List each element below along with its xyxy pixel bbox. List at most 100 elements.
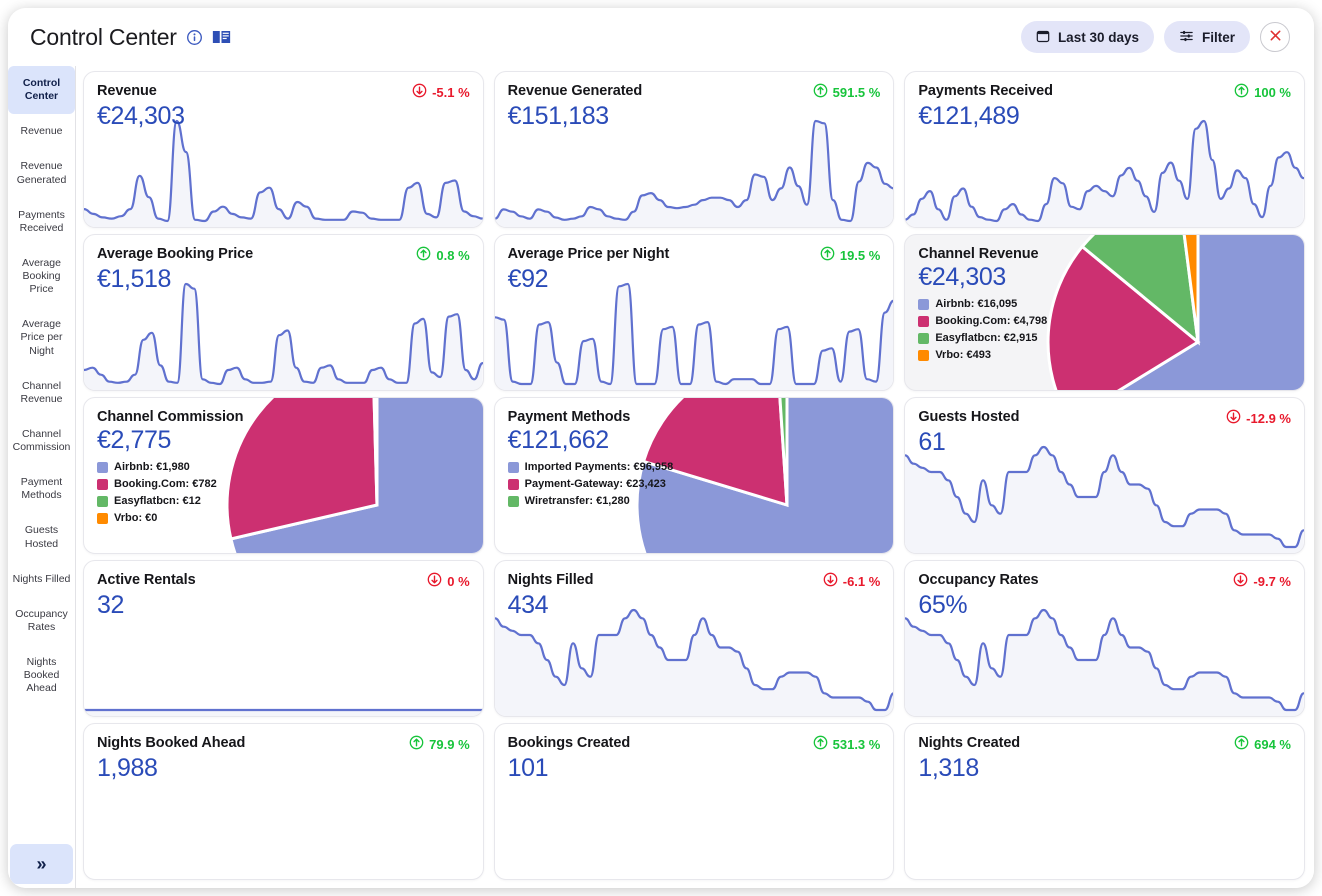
sidebar-item-nights-booked-ahead[interactable]: Nights Booked Ahead <box>8 645 75 706</box>
sidebar-item-guests-hosted[interactable]: Guests Hosted <box>8 513 75 561</box>
card-title: Revenue Generated <box>507 83 643 99</box>
metric-card-revenue-generated[interactable]: Revenue Generated 591.5 % €151,183 <box>493 71 895 228</box>
card-header: Guests Hosted -12.9 % <box>905 398 1304 427</box>
legend-swatch <box>918 299 930 310</box>
legend-label: Easyflatbcn: €12 <box>114 495 201 507</box>
metric-card-guests-hosted[interactable]: Guests Hosted -12.9 % 61 <box>904 397 1305 554</box>
legend-swatch <box>97 462 108 473</box>
sidebar-item-label: Average Booking Price <box>22 256 61 296</box>
card-header: Nights Filled -6.1 % <box>495 561 894 590</box>
metric-card-active-rentals[interactable]: Active Rentals 0 % 32 <box>83 560 484 717</box>
arrow-up-circle-icon <box>1234 735 1249 753</box>
arrow-down-circle-icon <box>427 572 442 590</box>
legend-item: Easyflatbcn: €12 <box>97 493 470 510</box>
sparkline-chart <box>905 441 1304 553</box>
info-circle-icon[interactable] <box>186 29 203 46</box>
card-value: €1,518 <box>97 265 172 293</box>
legend-item: Booking.Com: €782 <box>97 476 470 493</box>
metric-card-average-booking-price[interactable]: Average Booking Price 0.8 % €1,518 <box>83 234 484 391</box>
card-value: 434 <box>507 591 549 619</box>
sidebar-item-payment-methods[interactable]: Payment Methods <box>8 465 75 513</box>
delta-value: -12.9 % <box>1246 410 1291 426</box>
card-title: Nights Created <box>918 735 1021 751</box>
metric-card-payment-methods[interactable]: Payment Methods €121,662 Imported Payments… <box>493 397 895 554</box>
sidebar-item-label: Revenue <box>20 125 63 138</box>
legend-label: Booking.Com: €4,798 <box>935 315 1048 327</box>
metric-card-channel-revenue[interactable]: Channel Revenue €24,303 Airbnb: €16,095 Boo… <box>904 234 1305 391</box>
card-header: Average Booking Price 0.8 % <box>84 235 483 264</box>
card-title: Average Booking Price <box>97 246 254 262</box>
sidebar-item-revenue-generated[interactable]: Revenue Generated <box>8 149 75 197</box>
sidebar-item-average-price-per-night[interactable]: Average Price per Night <box>8 307 75 368</box>
card-header: Payments Received 100 % <box>905 72 1304 101</box>
legend-label: Payment-Gateway: €23,423 <box>524 478 666 490</box>
arrow-up-circle-icon <box>416 246 431 264</box>
filter-button[interactable]: Filter <box>1163 21 1250 53</box>
delta-badge: 0 % <box>427 572 470 590</box>
legend-item: Payment-Gateway: €23,423 <box>507 476 881 493</box>
sparkline-chart <box>84 278 483 390</box>
legend-item: Imported Payments: €96,958 <box>507 459 881 476</box>
sidebar-item-revenue[interactable]: Revenue <box>8 114 75 149</box>
sparkline-chart <box>494 278 894 390</box>
card-title: Active Rentals <box>97 572 196 588</box>
metric-card-bookings-created[interactable]: Bookings Created 531.3 % 101 <box>493 723 895 880</box>
sidebar-expand-button[interactable]: » <box>10 844 73 884</box>
delta-value: -9.7 % <box>1253 573 1291 589</box>
legend-swatch <box>97 513 108 524</box>
card-header: Revenue -5.1 % <box>84 72 483 101</box>
metric-card-channel-commission[interactable]: Channel Commission €2,775 Airbnb: €1,980 Bo… <box>83 397 484 554</box>
date-range-button[interactable]: Last 30 days <box>1020 21 1154 53</box>
card-title: Nights Filled <box>507 572 594 588</box>
sidebar-item-label: Revenue Generated <box>16 160 67 186</box>
card-value: 61 <box>918 428 946 456</box>
delta-badge: 19.5 % <box>820 246 880 264</box>
sidebar-item-payments-received[interactable]: Payments Received <box>8 198 75 246</box>
card-header: Revenue Generated 591.5 % <box>495 72 894 101</box>
sidebar-item-label: Average Price per Night <box>20 318 63 357</box>
card-header: Channel Commission <box>84 398 483 425</box>
legend-swatch <box>97 496 108 507</box>
card-value: €121,662 <box>507 426 609 454</box>
delta-badge: 591.5 % <box>813 83 881 101</box>
sparkline-chart <box>905 115 1304 227</box>
book-icon[interactable] <box>212 29 231 45</box>
sidebar-item-nights-filled[interactable]: Nights Filled <box>8 562 75 597</box>
card-value: 65% <box>918 591 968 619</box>
legend-label: Airbnb: €1,980 <box>114 461 190 473</box>
sidebar: Control Center Revenue Revenue Generated Pa… <box>8 66 76 888</box>
card-value: €121,489 <box>918 102 1020 130</box>
card-value: €151,183 <box>507 102 609 130</box>
card-title: Average Price per Night <box>507 246 670 262</box>
metric-card-nights-filled[interactable]: Nights Filled -6.1 % 434 <box>493 560 895 717</box>
sidebar-item-average-booking-price[interactable]: Average Booking Price <box>8 246 75 307</box>
arrow-up-circle-icon <box>820 246 835 264</box>
sidebar-item-label: Guests Hosted <box>24 524 59 550</box>
sidebar-item-channel-revenue[interactable]: Channel Revenue <box>8 369 75 417</box>
sidebar-spacer <box>8 706 75 844</box>
chart-legend: Airbnb: €1,980 Booking.Com: €782 Easyflatb… <box>84 455 483 527</box>
delta-value: 591.5 % <box>832 84 881 100</box>
metric-card-nights-booked-ahead[interactable]: Nights Booked Ahead 79.9 % 1,988 <box>83 723 484 880</box>
card-value: 1,318 <box>918 754 979 782</box>
sidebar-item-channel-commission[interactable]: Channel Commission <box>8 417 75 465</box>
delta-badge: -12.9 % <box>1226 409 1291 427</box>
card-value: €24,303 <box>918 263 1006 291</box>
sidebar-item-control-center[interactable]: Control Center <box>8 66 75 115</box>
legend-swatch <box>918 350 930 361</box>
delta-value: 100 % <box>1254 84 1291 100</box>
metric-card-payments-received[interactable]: Payments Received 100 % €121,489 <box>904 71 1305 228</box>
sidebar-item-label: Payment Methods <box>20 476 63 502</box>
delta-badge: 0.8 % <box>416 246 470 264</box>
legend-label: Imported Payments: €96,958 <box>524 461 674 473</box>
metric-card-nights-created[interactable]: Nights Created 694 % 1,318 <box>904 723 1305 880</box>
metric-card-average-price-per-night[interactable]: Average Price per Night 19.5 % €92 <box>493 234 895 391</box>
metric-card-occupancy-rates[interactable]: Occupancy Rates -9.7 % 65% <box>904 560 1305 717</box>
sidebar-item-label: Channel Commission <box>12 427 71 453</box>
close-button[interactable] <box>1260 22 1290 52</box>
metric-card-revenue[interactable]: Revenue -5.1 % €24,303 <box>83 71 484 228</box>
close-icon <box>1269 29 1282 45</box>
arrow-up-circle-icon <box>1234 83 1249 101</box>
sidebar-item-occupancy-rates[interactable]: Occupancy Rates <box>8 597 75 645</box>
delta-badge: 79.9 % <box>409 735 470 753</box>
